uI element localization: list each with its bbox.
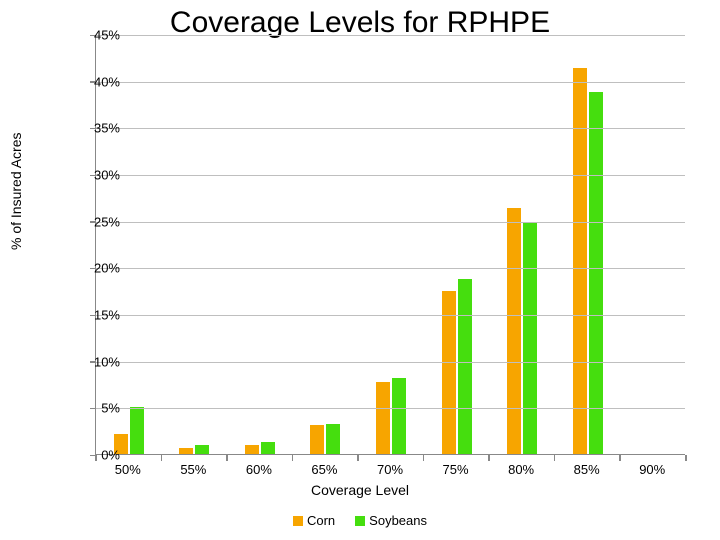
bar-corn [376,382,390,454]
gridline [96,35,685,36]
bar-soybeans [458,279,472,454]
gridline [96,128,685,129]
x-tick-label: 90% [639,462,665,477]
y-tick-label: 35% [80,121,120,136]
gridline [96,82,685,83]
legend: Corn Soybeans [0,513,720,528]
x-axis-label: Coverage Level [0,482,720,498]
x-tickmark [423,455,425,461]
y-tick-label: 45% [80,28,120,43]
gridline [96,222,685,223]
plot-area [95,35,685,455]
x-tickmark [161,455,163,461]
gridline [96,315,685,316]
x-tick-label: 55% [180,462,206,477]
y-tick-label: 20% [80,261,120,276]
legend-item-soybeans: Soybeans [355,513,427,528]
gridline [96,408,685,409]
x-tickmark [95,455,97,461]
bar-corn [179,448,193,454]
bar-soybeans [392,378,406,454]
x-tick-label: 65% [311,462,337,477]
y-tick-label: 40% [80,74,120,89]
legend-label: Corn [307,513,335,528]
y-tick-label: 25% [80,214,120,229]
legend-item-corn: Corn [293,513,335,528]
bar-corn [573,68,587,454]
gridline [96,362,685,363]
gridline [96,175,685,176]
legend-swatch [293,516,303,526]
y-tick-label: 15% [80,308,120,323]
y-axis-label: % of Insured Acres [8,132,24,250]
x-tickmark [292,455,294,461]
x-tickmark [554,455,556,461]
x-tickmark [226,455,228,461]
bar-corn [245,445,259,454]
x-tick-label: 80% [508,462,534,477]
x-tick-label: 50% [115,462,141,477]
bar-soybeans [523,222,537,454]
x-tick-label: 60% [246,462,272,477]
y-tick-label: 0% [80,448,120,463]
y-tick-label: 30% [80,168,120,183]
bar-soybeans [130,407,144,454]
x-tickmark [619,455,621,461]
x-tickmark [488,455,490,461]
legend-label: Soybeans [369,513,427,528]
x-tickmark [685,455,687,461]
bars-layer [96,35,685,454]
bar-soybeans [589,92,603,454]
bar-corn [310,425,324,454]
bar-corn [507,208,521,454]
y-tick-label: 10% [80,354,120,369]
bar-soybeans [195,445,209,454]
x-tickmark [357,455,359,461]
x-tick-label: 70% [377,462,403,477]
x-tick-label: 75% [443,462,469,477]
y-tick-label: 5% [80,401,120,416]
bar-soybeans [326,424,340,454]
x-tick-label: 85% [574,462,600,477]
bar-soybeans [261,442,275,454]
gridline [96,268,685,269]
legend-swatch [355,516,365,526]
